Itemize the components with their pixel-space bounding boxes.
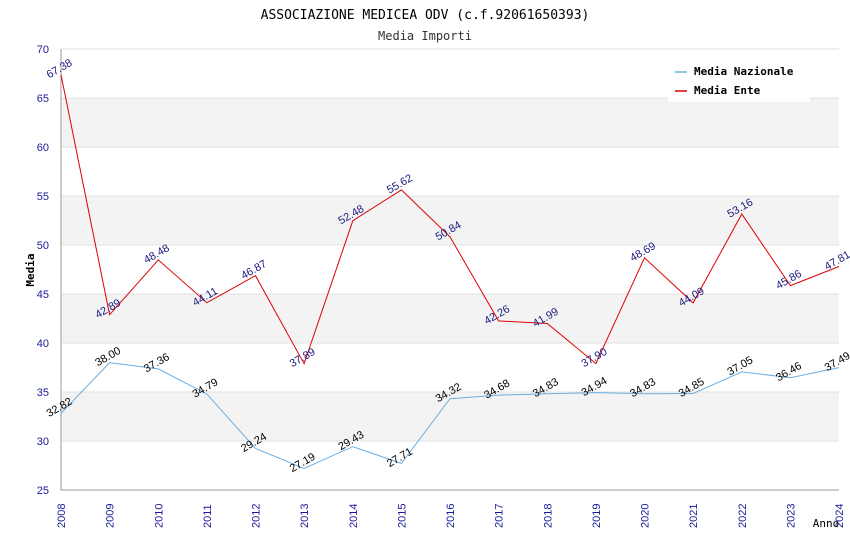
grid-band bbox=[61, 294, 839, 343]
x-tick-label: 2023 bbox=[785, 504, 797, 528]
x-axis-label: Anno bbox=[813, 517, 840, 530]
legend-label-ente: Media Ente bbox=[694, 84, 761, 97]
y-tick-label: 45 bbox=[37, 289, 49, 301]
legend-box bbox=[668, 60, 810, 102]
chart-subtitle: Media Importi bbox=[378, 29, 472, 43]
data-label: 37.05 bbox=[725, 354, 755, 378]
data-label: 38.00 bbox=[93, 345, 123, 369]
data-label: 27.19 bbox=[288, 451, 318, 475]
grid-bands bbox=[61, 98, 839, 441]
y-tick-label: 35 bbox=[37, 387, 49, 399]
legend: Media Nazionale Media Ente bbox=[668, 60, 810, 102]
data-label: 47.81 bbox=[823, 249, 850, 273]
x-tick-label: 2016 bbox=[445, 504, 457, 528]
legend-label-nazionale: Media Nazionale bbox=[694, 65, 794, 78]
x-tick-label: 2011 bbox=[202, 504, 214, 528]
x-tick-label: 2015 bbox=[396, 504, 408, 528]
x-tick-label: 2012 bbox=[251, 504, 263, 528]
x-tick-label: 2017 bbox=[494, 504, 506, 528]
y-axis-label: Media bbox=[24, 253, 37, 286]
grid-band bbox=[61, 98, 839, 147]
x-tick-label: 2014 bbox=[348, 504, 360, 528]
data-label: 55.62 bbox=[385, 172, 415, 196]
x-tick-label: 2022 bbox=[737, 504, 749, 528]
y-tick-label: 40 bbox=[37, 338, 49, 350]
y-tick-label: 65 bbox=[37, 93, 49, 105]
data-label: 37.90 bbox=[579, 346, 609, 370]
data-label: 67.38 bbox=[45, 57, 75, 81]
series-lines bbox=[60, 74, 840, 470]
data-label: 48.48 bbox=[142, 242, 172, 266]
x-tick-label: 2021 bbox=[688, 504, 700, 528]
data-label: 37.36 bbox=[142, 351, 172, 375]
x-tick-label: 2010 bbox=[153, 504, 165, 528]
x-axis-ticks: 2008 2009 2010 2011 2012 2013 2014 2015 2016 2017… bbox=[56, 504, 846, 528]
y-tick-label: 60 bbox=[37, 142, 49, 154]
x-tick-label: 2013 bbox=[299, 504, 311, 528]
x-tick-label: 2024 bbox=[834, 504, 846, 528]
x-tick-label: 2008 bbox=[56, 504, 68, 528]
series-line-nazionale bbox=[60, 362, 840, 470]
y-tick-label: 55 bbox=[37, 191, 49, 203]
data-label: 36.46 bbox=[774, 360, 804, 384]
grid-band bbox=[61, 392, 839, 441]
y-tick-label: 30 bbox=[37, 436, 49, 448]
y-tick-label: 25 bbox=[37, 485, 49, 497]
x-tick-label: 2018 bbox=[542, 504, 554, 528]
data-label: 46.87 bbox=[239, 258, 269, 282]
data-label: 37.49 bbox=[823, 350, 850, 374]
y-axis-ticks: 25 30 35 40 45 50 55 60 65 70 bbox=[37, 44, 49, 497]
y-tick-label: 70 bbox=[37, 44, 49, 56]
data-label: 27.71 bbox=[385, 446, 415, 470]
series-line-ente bbox=[60, 74, 840, 365]
data-label: 37.89 bbox=[288, 346, 318, 370]
x-tick-label: 2020 bbox=[640, 504, 652, 528]
x-tick-label: 2009 bbox=[105, 504, 117, 528]
data-label: 45.86 bbox=[774, 268, 804, 292]
chart-title: ASSOCIAZIONE MEDICEA ODV (c.f.9206165039… bbox=[261, 8, 590, 23]
y-tick-label: 50 bbox=[37, 240, 49, 252]
x-tick-label: 2019 bbox=[591, 504, 603, 528]
